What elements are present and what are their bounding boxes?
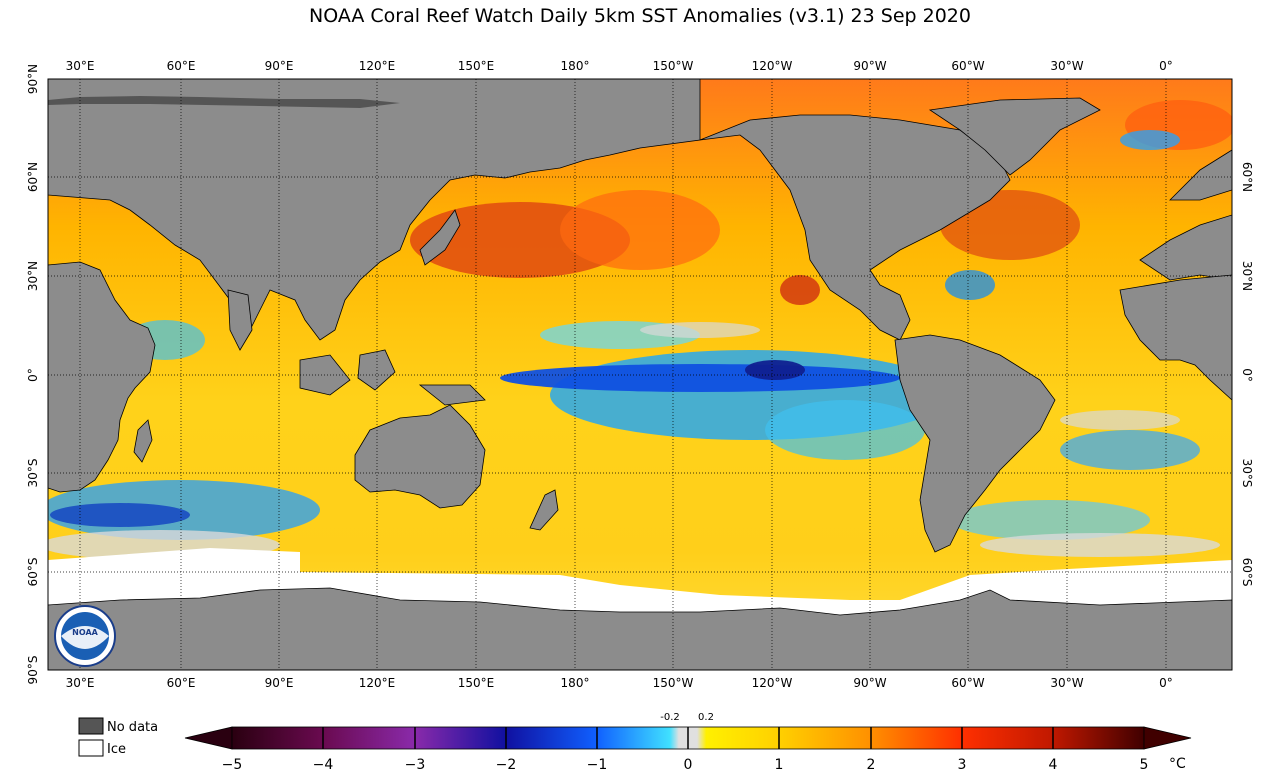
lat-label: 0° [1240,368,1254,382]
eurasia [48,79,701,341]
lat-label: 30°S [1240,459,1254,488]
lon-label: 120°E [359,676,396,690]
antarctica [48,587,1232,670]
colorbar-minor-label: -0.2 [660,712,680,723]
greenland [928,97,1101,176]
lon-labels-top: 30°E 60°E 90°E 120°E 150°E 180° 150°W 12… [66,59,1173,73]
colorbar-unit: °C [1169,756,1186,772]
lon-label: 30°W [1050,59,1083,73]
lat-label: 30°S [26,459,40,488]
no-data-label: No data [107,720,158,735]
lon-label: 150°E [458,676,495,690]
colorbar-tick: −4 [313,757,334,773]
europe [1139,214,1232,281]
lat-label: 30°N [1240,261,1254,291]
map-frame [47,78,1233,671]
colorbar-tick: −2 [496,757,517,773]
scandinavia [1169,149,1232,201]
colorbar-tick: 5 [1140,757,1149,773]
colorbar-minor-label: 0.2 [698,712,714,723]
lon-label: 30°E [66,59,95,73]
north-america [699,114,1011,341]
lat-label: 90°N [26,64,40,94]
lat-label: 60°S [1240,558,1254,587]
lon-label: 0° [1159,59,1173,73]
lon-label: 60°E [167,676,196,690]
lon-label: 60°W [951,59,984,73]
lon-label: 120°W [752,676,793,690]
new-zealand [529,489,559,531]
colorbar-tick: 2 [867,757,876,773]
lat-label: 60°S [26,558,40,587]
lon-label: 180° [561,676,590,690]
lat-label: 60°N [1240,162,1254,192]
no-data-swatch [78,717,104,735]
gridlines [48,79,1232,670]
colorbar-tick: −5 [222,757,243,773]
colorbar-tick: 0 [684,757,693,773]
lon-label: 30°E [66,676,95,690]
colorbar-tick: 1 [775,757,784,773]
map-title: NOAA Coral Reef Watch Daily 5km SST Anom… [309,5,971,27]
colorbar-left-arrow [184,726,233,750]
lon-labels-bottom: 30°E 60°E 90°E 120°E 150°E 180° 150°W 12… [66,676,1173,690]
cool-anomaly-regions [48,130,1200,540]
lon-label: 120°W [752,59,793,73]
data-mask-legend: No data Ice [78,717,158,757]
noaa-logo: NOAA [54,605,116,667]
landmasses [48,79,1232,670]
colorbar-ticks: −5 −4 −3 −2 −1 0 1 2 3 4 5 [222,757,1149,773]
colorbar: −5 −4 −3 −2 −1 0 1 2 3 4 5 -0.2 0.2 °C [184,712,1192,773]
lat-labels-left: 90°N 60°N 30°N 0° 30°S 60°S 90°S [26,64,40,685]
borneo [357,349,396,391]
lon-label: 90°W [853,676,886,690]
colorbar-tick: −3 [405,757,426,773]
lon-label: 60°W [951,676,984,690]
near-zero-regions [48,322,1220,560]
lon-label: 120°E [359,59,396,73]
lon-label: 180° [561,59,590,73]
noaa-logo-text: NOAA [72,628,98,637]
colorbar-tick: −1 [587,757,608,773]
lat-label: 60°N [26,162,40,192]
lat-label: 0° [26,368,40,382]
ice-swatch [78,739,104,757]
japan [419,209,461,266]
colorbar-dividers [322,727,1054,749]
lat-label: 90°S [26,656,40,685]
new-guinea [418,384,486,406]
lon-label: 90°E [265,676,294,690]
lon-label: 30°W [1050,676,1083,690]
india [227,289,253,351]
madagascar [133,419,153,463]
lon-label: 90°E [265,59,294,73]
lon-label: 150°W [653,59,694,73]
map-panel [48,79,1232,670]
africa [48,261,156,493]
lon-label: 90°W [853,59,886,73]
australia [354,404,486,509]
colorbar-tick: 4 [1049,757,1058,773]
no-data-region [48,96,400,108]
lon-label: 150°E [458,59,495,73]
lat-label: 30°N [26,261,40,291]
colorbar-tick: 3 [958,757,967,773]
lon-label: 150°W [653,676,694,690]
south-america [894,334,1056,553]
lon-label: 60°E [167,59,196,73]
lat-labels-right: 60°N 30°N 0° 30°S 60°S [1240,162,1254,587]
lon-label: 0° [1159,676,1173,690]
west-africa [1119,274,1232,401]
ice-label: Ice [107,742,126,757]
colorbar-right-arrow [1143,726,1192,750]
